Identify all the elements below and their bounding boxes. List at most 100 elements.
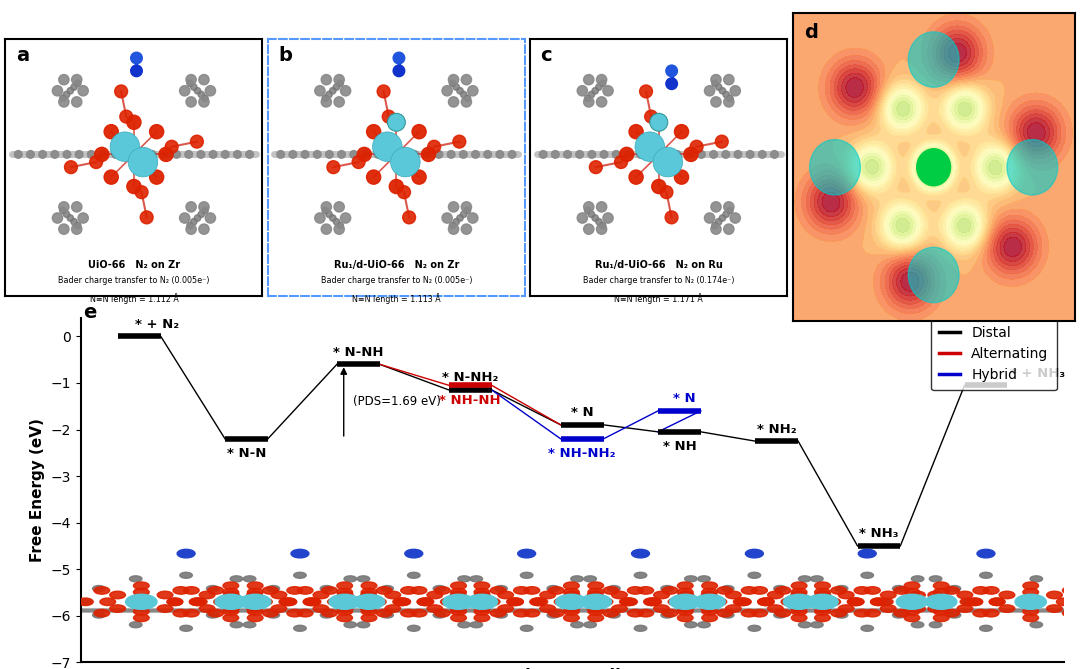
Circle shape (199, 224, 210, 234)
Circle shape (373, 132, 402, 161)
Circle shape (233, 151, 241, 159)
Circle shape (297, 609, 313, 617)
Circle shape (592, 215, 598, 221)
Circle shape (434, 587, 450, 594)
Circle shape (327, 598, 343, 605)
Circle shape (908, 248, 959, 302)
Circle shape (457, 215, 463, 221)
Circle shape (194, 88, 201, 94)
Circle shape (403, 211, 416, 224)
Circle shape (387, 151, 394, 159)
Circle shape (199, 202, 210, 212)
Circle shape (723, 92, 729, 98)
Circle shape (281, 598, 297, 605)
Circle shape (246, 591, 262, 599)
Circle shape (596, 224, 607, 234)
Text: a: a (16, 46, 29, 66)
Circle shape (14, 151, 22, 159)
Circle shape (724, 74, 734, 85)
Circle shape (338, 151, 346, 159)
Circle shape (670, 594, 701, 609)
Circle shape (548, 612, 559, 618)
Circle shape (1067, 612, 1079, 618)
Circle shape (540, 605, 555, 612)
Circle shape (184, 587, 199, 594)
Circle shape (448, 97, 459, 107)
Circle shape (1015, 594, 1047, 609)
Circle shape (361, 589, 377, 596)
Circle shape (361, 582, 377, 589)
Circle shape (715, 84, 721, 90)
Circle shape (321, 202, 332, 212)
Circle shape (307, 599, 320, 605)
Circle shape (134, 607, 149, 615)
Circle shape (723, 211, 729, 217)
Circle shape (167, 598, 183, 605)
Circle shape (649, 151, 657, 159)
Circle shape (577, 86, 588, 96)
Circle shape (721, 612, 734, 618)
Circle shape (340, 86, 351, 96)
Circle shape (877, 598, 893, 605)
Circle shape (1023, 607, 1039, 615)
Circle shape (989, 598, 1005, 605)
Circle shape (1030, 576, 1042, 582)
Circle shape (279, 598, 295, 605)
Circle shape (596, 202, 607, 212)
Circle shape (52, 86, 63, 96)
Circle shape (384, 591, 401, 599)
Circle shape (588, 589, 604, 596)
Circle shape (110, 605, 125, 612)
Circle shape (397, 186, 410, 199)
Circle shape (773, 585, 786, 591)
Circle shape (983, 609, 999, 617)
Circle shape (230, 622, 243, 628)
Circle shape (450, 589, 467, 596)
Circle shape (1023, 589, 1039, 596)
Circle shape (67, 88, 73, 94)
Text: * NH₃: * NH₃ (860, 527, 899, 541)
Circle shape (190, 84, 197, 90)
Circle shape (507, 598, 523, 605)
Circle shape (570, 576, 583, 582)
Circle shape (187, 80, 193, 86)
Circle shape (746, 151, 754, 159)
Circle shape (94, 587, 109, 594)
Circle shape (638, 587, 653, 594)
Circle shape (246, 605, 262, 612)
Circle shape (660, 186, 673, 199)
Circle shape (727, 95, 733, 102)
Circle shape (596, 219, 603, 225)
Circle shape (524, 609, 540, 617)
Circle shape (651, 179, 666, 193)
Text: * NH: * NH (662, 440, 697, 453)
Circle shape (861, 626, 874, 632)
Circle shape (603, 609, 619, 617)
Circle shape (262, 609, 279, 617)
Circle shape (401, 587, 417, 594)
Circle shape (894, 587, 909, 594)
Circle shape (814, 582, 831, 589)
Circle shape (677, 589, 693, 596)
Circle shape (702, 589, 717, 596)
Circle shape (78, 213, 89, 223)
Circle shape (443, 594, 474, 609)
Circle shape (912, 622, 923, 628)
Circle shape (357, 147, 372, 161)
Circle shape (768, 605, 783, 612)
Circle shape (698, 576, 711, 582)
Circle shape (337, 80, 343, 86)
Circle shape (686, 151, 693, 159)
Circle shape (726, 591, 741, 599)
Circle shape (472, 151, 480, 159)
Circle shape (597, 598, 612, 605)
Circle shape (741, 587, 757, 594)
Circle shape (441, 598, 456, 605)
Circle shape (711, 598, 727, 605)
Circle shape (791, 591, 807, 599)
Circle shape (847, 598, 863, 605)
Circle shape (564, 591, 580, 599)
Circle shape (205, 86, 216, 96)
Circle shape (352, 156, 365, 169)
Text: Bader charge transfer to N₂ (0.005e⁻): Bader charge transfer to N₂ (0.005e⁻) (58, 276, 210, 286)
